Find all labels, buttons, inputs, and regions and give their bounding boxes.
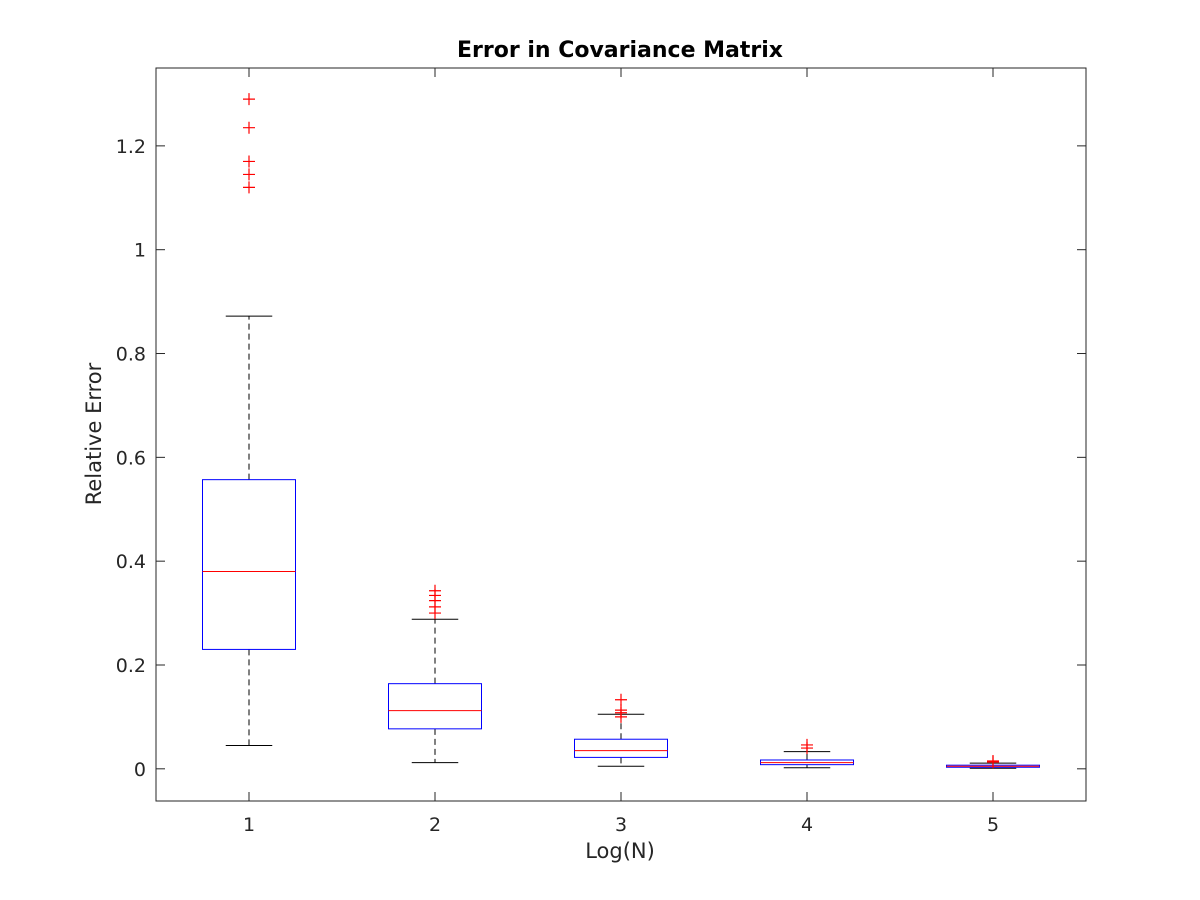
outlier-marker [615, 704, 627, 717]
y-tick-label: 0.2 [116, 655, 146, 677]
outlier-marker [615, 693, 627, 706]
x-tick-label: 3 [615, 814, 627, 836]
y-tick-label: 1 [134, 240, 146, 262]
outlier-marker [243, 168, 255, 181]
y-tick-label: 0.6 [116, 447, 146, 469]
outlier-marker [243, 93, 255, 106]
x-axis-label: Log(N) [585, 839, 655, 863]
x-tick-label: 4 [801, 814, 813, 836]
outlier-marker [243, 121, 255, 134]
outlier-marker [801, 738, 813, 751]
box-iqr [202, 479, 296, 650]
y-tick-label: 0.8 [116, 344, 146, 366]
plot-area: 0 0.2 0.4 0.6 0.8 1 1.2 1 2 3 4 5 [116, 67, 1087, 836]
y-tick-label: 0 [134, 759, 146, 781]
outlier-marker [243, 181, 255, 194]
chart-title: Error in Covariance Matrix [457, 38, 783, 63]
box-iqr [574, 738, 668, 758]
outlier-marker [243, 155, 255, 168]
x-tick-label: 1 [243, 814, 255, 836]
y-axis-label: Relative Error [82, 362, 106, 505]
outlier-marker [429, 584, 441, 597]
box-iqr [388, 683, 482, 730]
axes-frame [155, 67, 1087, 802]
y-tick-label: 1.2 [116, 136, 146, 158]
outlier-marker [987, 755, 999, 768]
x-tick-label: 5 [987, 814, 999, 836]
y-tick-label: 0.4 [116, 551, 146, 573]
x-tick-label: 2 [429, 814, 441, 836]
